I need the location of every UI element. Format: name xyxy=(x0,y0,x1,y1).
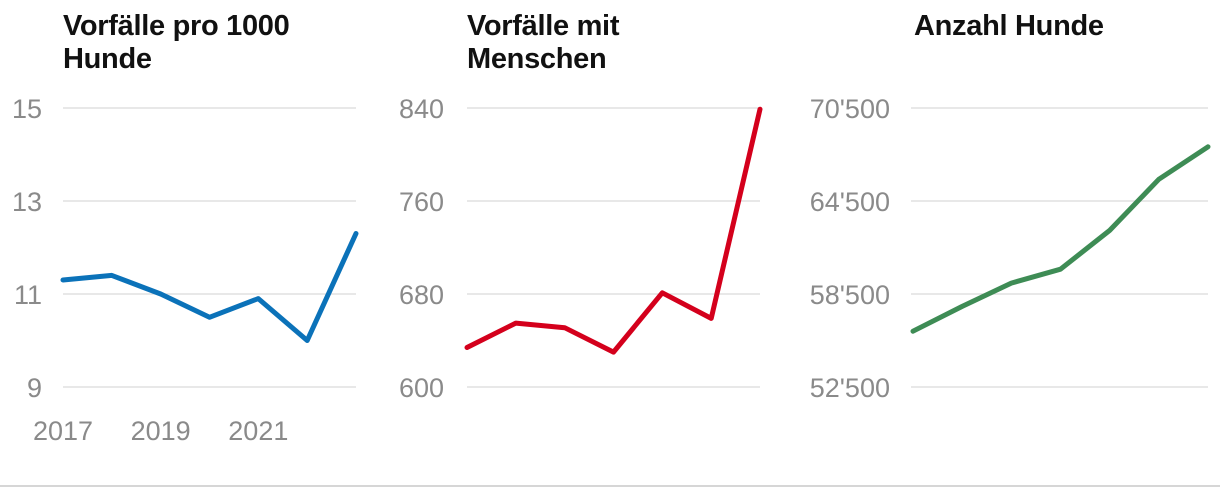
chart-1-x-tick-label: 2019 xyxy=(131,416,191,446)
bottom-divider xyxy=(0,485,1220,487)
chart-3-title: Anzahl Hunde xyxy=(914,10,1104,42)
chart-3-y-tick-label: 70'500 xyxy=(810,94,890,124)
chart-3-y-tick-label: 64'500 xyxy=(810,187,890,217)
chart-1-x-tick-label: 2017 xyxy=(33,416,93,446)
chart-2-y-tick-label: 600 xyxy=(399,373,444,403)
chart-2-series-line xyxy=(464,106,763,355)
chart-3-y-tick-label: 58'500 xyxy=(810,280,890,310)
chart-1-x-tick-label: 2021 xyxy=(228,416,288,446)
chart-1-y-tick-label: 13 xyxy=(12,187,42,217)
chart-1-y-tick-label: 11 xyxy=(14,280,42,310)
chart-1-y-tick-label: 9 xyxy=(27,373,42,403)
chart-2-y-tick-label: 680 xyxy=(399,280,444,310)
chart-2-y-tick-label: 760 xyxy=(399,187,444,217)
chart-2-title: Vorfälle mit Menschen xyxy=(467,10,620,75)
chart-1-series-line xyxy=(60,231,359,343)
chart-1-title: Vorfälle pro 1000 Hunde xyxy=(63,10,290,75)
chart-3-y-tick-label: 52'500 xyxy=(810,373,890,403)
chart-1-y-tick-label: 15 xyxy=(12,94,42,124)
chart-2-y-tick-label: 840 xyxy=(399,94,444,124)
chart-3-series-line xyxy=(910,144,1211,334)
